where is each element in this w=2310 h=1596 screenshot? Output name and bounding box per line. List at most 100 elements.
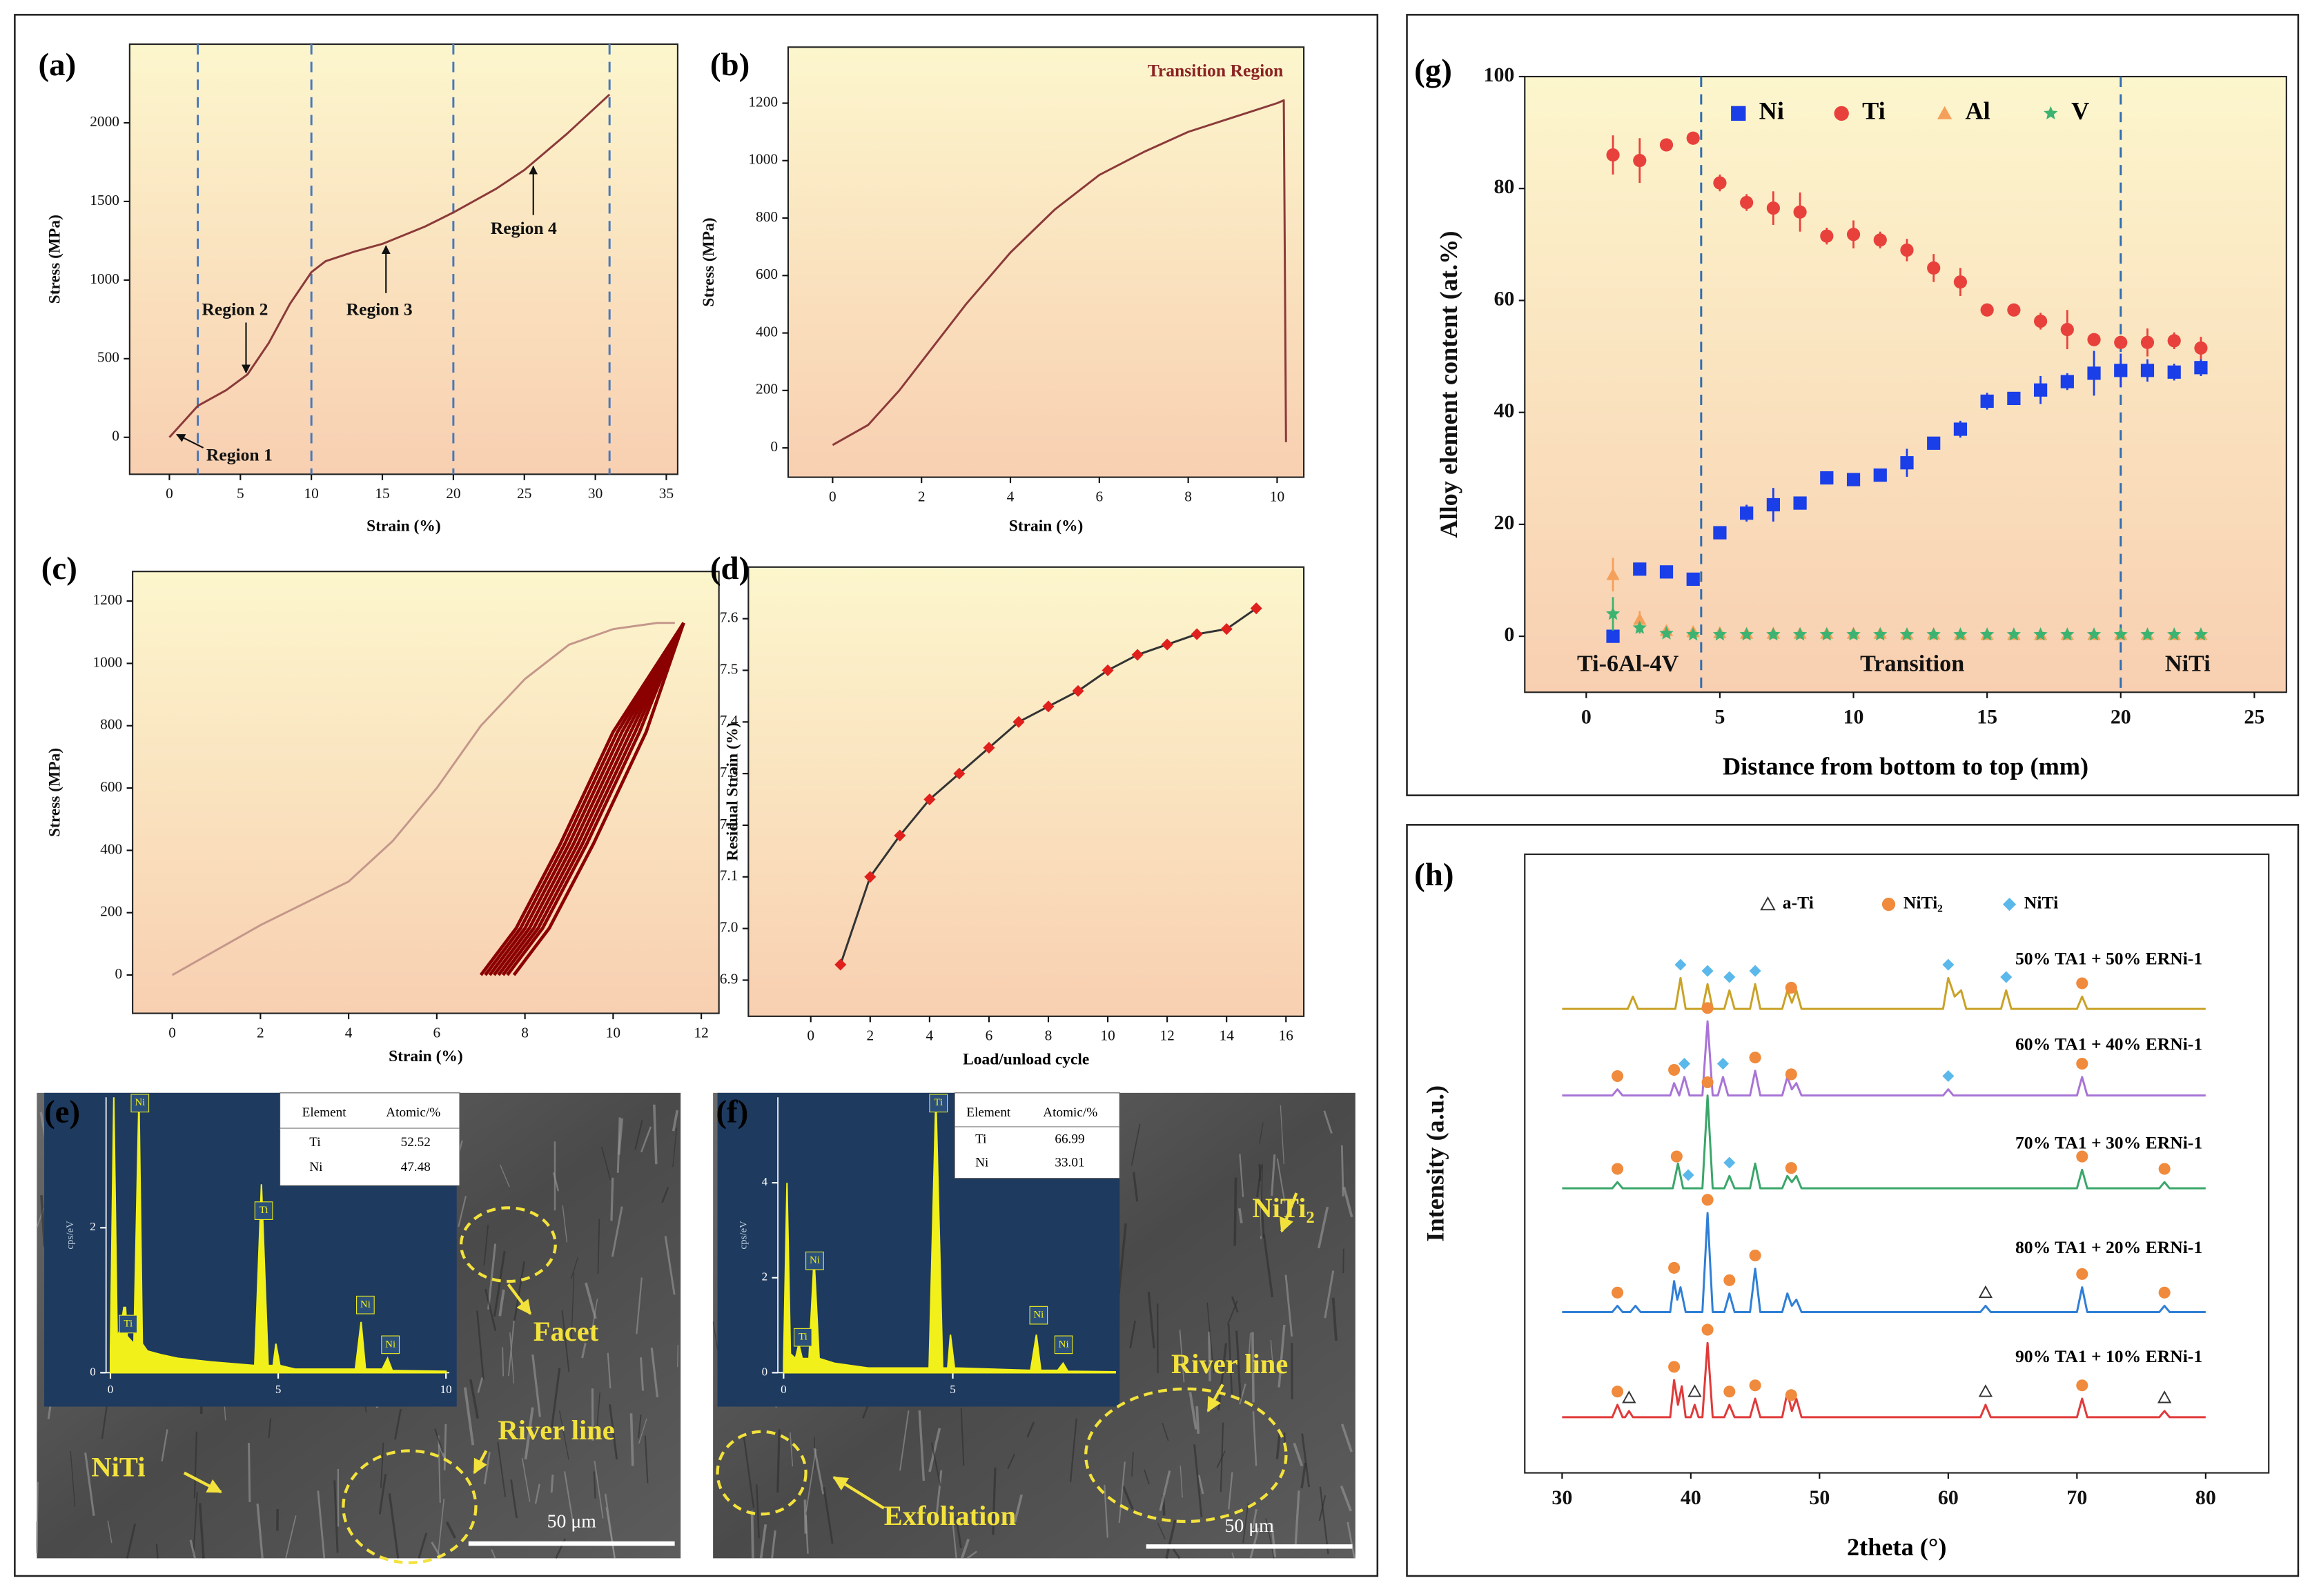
peak-label-box	[381, 1335, 400, 1354]
y-tick-label: 1200	[93, 591, 123, 608]
marker	[1670, 1150, 1683, 1163]
sem-streak	[1271, 1523, 1276, 1558]
sem-streak	[1069, 1418, 1077, 1483]
panel-label: (f)	[716, 1094, 748, 1130]
sem-streak	[155, 1544, 159, 1559]
sem-streak	[960, 1408, 965, 1466]
y-tick-label: 0	[1504, 623, 1514, 646]
marker	[1632, 620, 1647, 634]
x-tick-label: 70	[2066, 1486, 2087, 1509]
sem-streak	[552, 1172, 560, 1192]
marker	[2157, 1390, 2172, 1403]
x-tick-label: 20	[2111, 706, 2131, 729]
marker	[1668, 1261, 1681, 1274]
x-tick-label: 25	[2244, 706, 2264, 729]
marker	[1927, 436, 1941, 450]
peak-label: Ni	[135, 1097, 145, 1108]
sem-streak	[493, 1251, 506, 1317]
sem-streak	[1284, 1274, 1293, 1337]
marker	[1900, 243, 1914, 257]
marker	[1701, 965, 1714, 977]
y-tick-label: 7.0	[720, 919, 738, 936]
sem-streak	[1193, 1444, 1203, 1518]
marker	[1766, 201, 1780, 215]
x-tick-label: 0	[166, 485, 173, 502]
sem-streak	[918, 1410, 926, 1481]
sem-streak	[510, 1479, 518, 1519]
marker	[1953, 275, 1968, 289]
sem-streak	[1180, 1466, 1183, 1498]
y-tick-label: 200	[100, 903, 122, 920]
marker	[1873, 233, 1887, 247]
x-axis-label: Distance from bottom to top (mm)	[1723, 753, 2088, 780]
sem-streak	[607, 1352, 611, 1389]
sem-streak	[1007, 1453, 1016, 1470]
marker	[2087, 333, 2101, 346]
sem-streak	[1026, 1421, 1035, 1438]
marker	[2076, 1150, 2088, 1163]
marker	[1668, 1064, 1681, 1076]
marker	[1760, 896, 1776, 911]
sem-streak	[268, 1418, 272, 1439]
plot-area	[1524, 853, 2270, 1474]
sem-streak	[629, 1413, 634, 1466]
sem-streak	[750, 1510, 754, 1559]
sem-streak	[469, 1379, 479, 1419]
sem-streak	[1252, 1411, 1257, 1466]
marker	[2194, 341, 2208, 355]
plot-area	[787, 46, 1305, 478]
series-line	[168, 93, 611, 438]
sem-streak	[1294, 1490, 1300, 1549]
table-header: Element	[302, 1105, 347, 1120]
series-line	[501, 622, 685, 976]
sem-streak	[1275, 1432, 1281, 1459]
marker	[1846, 627, 1861, 641]
marker	[2140, 335, 2155, 349]
sem-streak	[1242, 1503, 1249, 1544]
y-tick-label: 2	[762, 1270, 768, 1283]
sem-streak	[1248, 1332, 1251, 1357]
x-tick-label: 15	[1977, 706, 1997, 729]
sem-streak	[418, 1533, 428, 1559]
sem-streak	[672, 1127, 678, 1168]
sem-streak	[1340, 1145, 1344, 1196]
plot-area	[132, 571, 720, 1014]
sem-streak	[1147, 1292, 1155, 1349]
marker	[1785, 981, 1797, 994]
marker	[1740, 195, 1754, 210]
sem-streak	[434, 1428, 444, 1453]
sem-streak	[256, 1504, 264, 1559]
g-frame	[1406, 14, 2300, 796]
marker	[2087, 366, 2101, 380]
sem-streak	[771, 1530, 776, 1559]
x-tick-label: 30	[588, 485, 603, 502]
marker	[2076, 1379, 2088, 1392]
sem-streak	[193, 1492, 198, 1555]
marker	[1980, 394, 1994, 408]
marker	[1749, 1249, 1761, 1262]
table-cell: Ni	[975, 1156, 988, 1170]
y-tick-label: 20	[1494, 511, 1514, 534]
sem-streak	[1317, 1206, 1329, 1249]
marker	[2114, 335, 2128, 349]
x-tick-label: 8	[521, 1024, 529, 1041]
sem-streak	[126, 1523, 136, 1559]
sem-streak	[500, 1164, 510, 1188]
sem-streak	[531, 1354, 542, 1417]
sem-streak	[951, 1515, 957, 1559]
sem-streak	[40, 1194, 46, 1247]
y-tick-label: 0	[762, 1365, 768, 1378]
marker	[1723, 1386, 1736, 1398]
marker	[1612, 1163, 1624, 1175]
marker	[1731, 106, 1746, 121]
sem-streak	[1188, 1392, 1197, 1430]
sem-streak	[1159, 1470, 1171, 1511]
y-tick-label: 200	[756, 381, 778, 397]
scale-label: 50 μm	[1225, 1515, 1275, 1537]
peak-label: Ni	[1059, 1339, 1069, 1350]
series-line	[1562, 976, 2206, 1010]
x-tick-label: 0	[1581, 706, 1592, 729]
sem-streak	[551, 1368, 561, 1428]
sem-streak	[509, 1332, 515, 1383]
series-line	[493, 622, 685, 976]
